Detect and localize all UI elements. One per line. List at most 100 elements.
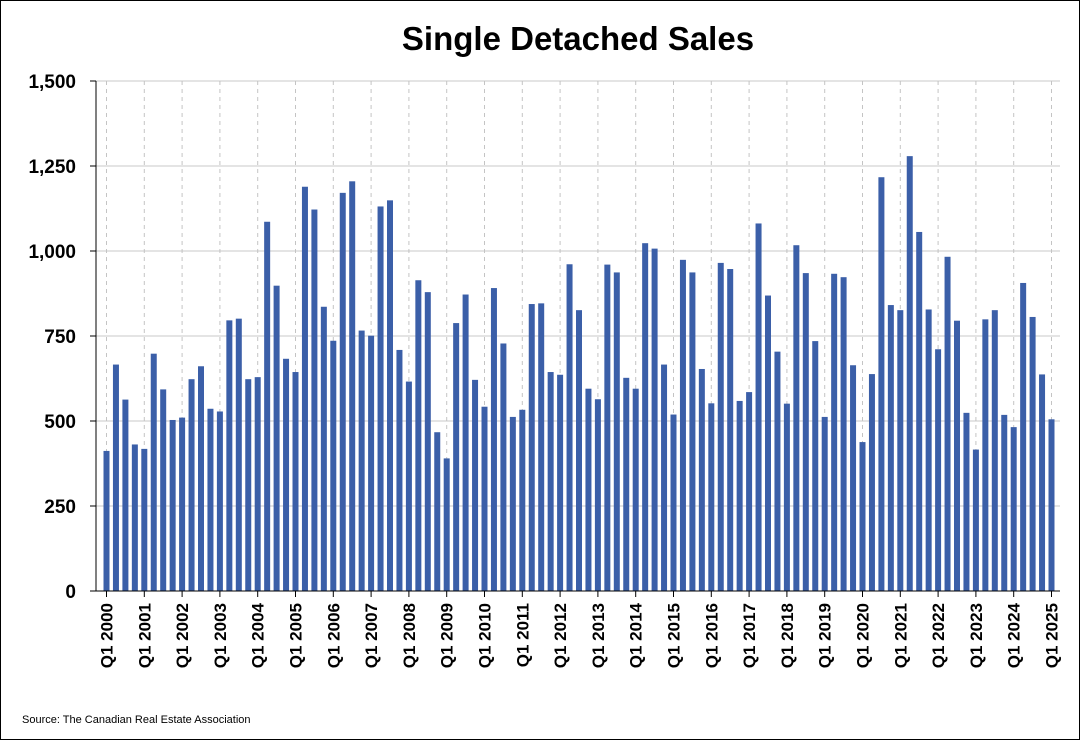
bar-60 bbox=[670, 414, 677, 591]
bar-28 bbox=[368, 335, 375, 591]
y-tick-label-4: 1,000 bbox=[28, 242, 76, 263]
bar-10 bbox=[198, 366, 204, 591]
x-tick-label-21: Q1 2021 bbox=[891, 603, 910, 668]
bar-0 bbox=[103, 450, 110, 591]
x-tick-label-19: Q1 2019 bbox=[816, 603, 835, 668]
x-tick-labels: Q1 2000 Q1 2001 Q1 2002 Q1 2003 Q1 2004 Q1 20… bbox=[98, 602, 1062, 668]
chart-title: Single Detached Sales bbox=[402, 20, 754, 57]
bar-77 bbox=[831, 273, 838, 591]
x-tick-label-14: Q1 2014 bbox=[627, 602, 646, 668]
bar-19 bbox=[283, 358, 290, 591]
bar-62 bbox=[689, 272, 696, 591]
bar-56 bbox=[632, 388, 639, 591]
bar-2 bbox=[122, 399, 129, 591]
x-tick-label-4: Q1 2004 bbox=[249, 602, 268, 668]
bar-51 bbox=[585, 388, 592, 591]
bar-8 bbox=[179, 417, 186, 591]
bar-84 bbox=[897, 310, 904, 591]
bar-52 bbox=[594, 399, 601, 591]
bar-67 bbox=[736, 400, 743, 591]
bar-16 bbox=[254, 377, 261, 591]
bar-99 bbox=[1039, 374, 1046, 591]
bar-45 bbox=[528, 304, 535, 591]
y-tick-label-1: 250 bbox=[44, 497, 76, 518]
bar-73 bbox=[793, 245, 800, 591]
bar-50 bbox=[576, 310, 582, 591]
bar-61 bbox=[679, 259, 686, 591]
x-tick-label-22: Q1 2022 bbox=[929, 603, 948, 668]
bar-91 bbox=[963, 412, 970, 591]
x-tick-label-16: Q1 2016 bbox=[702, 603, 721, 668]
x-tick-label-2: Q1 2002 bbox=[173, 603, 192, 668]
y-tick-label-2: 500 bbox=[44, 412, 76, 433]
bar-30 bbox=[387, 200, 393, 591]
bar-18 bbox=[273, 285, 280, 591]
bar-96 bbox=[1010, 427, 1017, 591]
x-tick-label-25: Q1 2025 bbox=[1043, 603, 1062, 668]
bar-series bbox=[103, 156, 1055, 592]
bar-11 bbox=[207, 408, 214, 591]
bar-85 bbox=[906, 156, 913, 591]
x-tick-label-15: Q1 2015 bbox=[665, 603, 684, 668]
x-tick-label-0: Q1 2000 bbox=[98, 603, 117, 668]
x-tick-label-24: Q1 2024 bbox=[1005, 602, 1024, 668]
bar-13 bbox=[226, 320, 233, 591]
bar-78 bbox=[840, 277, 847, 591]
y-tick-label-3: 750 bbox=[44, 327, 76, 348]
bar-98 bbox=[1029, 316, 1036, 591]
bar-23 bbox=[320, 306, 327, 591]
bar-66 bbox=[727, 269, 734, 591]
bar-86 bbox=[916, 231, 923, 591]
bar-87 bbox=[925, 309, 932, 591]
x-tick-label-1: Q1 2001 bbox=[135, 603, 154, 668]
x-tick-label-3: Q1 2003 bbox=[211, 603, 230, 668]
bar-15 bbox=[245, 379, 252, 591]
bar-35 bbox=[434, 432, 441, 591]
bar-42 bbox=[500, 343, 507, 591]
bar-48 bbox=[557, 374, 564, 591]
bar-25 bbox=[339, 192, 346, 592]
bar-74 bbox=[802, 273, 809, 591]
bar-44 bbox=[519, 409, 526, 591]
bar-33 bbox=[415, 280, 422, 591]
x-tick-label-10: Q1 2010 bbox=[476, 603, 495, 668]
bar-90 bbox=[954, 320, 960, 591]
bar-83 bbox=[887, 305, 894, 591]
bar-100 bbox=[1048, 419, 1055, 591]
bar-9 bbox=[188, 379, 195, 591]
bar-81 bbox=[868, 374, 875, 591]
bar-32 bbox=[405, 381, 412, 591]
bar-7 bbox=[169, 419, 176, 591]
bar-68 bbox=[746, 392, 753, 591]
x-tick-label-5: Q1 2005 bbox=[287, 603, 306, 668]
bar-92 bbox=[972, 449, 979, 591]
bar-82 bbox=[878, 177, 885, 591]
y-tick-labels: 0 250 500 750 1,000 1,250 1,500 bbox=[28, 72, 76, 603]
bar-59 bbox=[661, 364, 668, 591]
bar-40 bbox=[481, 406, 488, 591]
x-tick-label-17: Q1 2017 bbox=[740, 603, 759, 668]
y-tick-label-5: 1,250 bbox=[28, 157, 76, 178]
bar-37 bbox=[453, 323, 460, 591]
bar-54 bbox=[613, 272, 620, 591]
bar-79 bbox=[850, 365, 857, 591]
bar-4 bbox=[141, 448, 148, 591]
bar-58 bbox=[651, 248, 658, 591]
bar-93 bbox=[982, 319, 989, 591]
bar-88 bbox=[935, 349, 942, 591]
bar-69 bbox=[755, 223, 762, 591]
bar-21 bbox=[301, 186, 308, 592]
bar-97 bbox=[1020, 282, 1027, 591]
y-tick-label-6: 1,500 bbox=[28, 72, 76, 93]
bar-17 bbox=[264, 221, 271, 591]
bar-3 bbox=[131, 444, 138, 591]
bar-53 bbox=[604, 264, 611, 591]
bar-75 bbox=[812, 341, 819, 591]
bar-47 bbox=[547, 372, 554, 591]
x-tick-label-20: Q1 2020 bbox=[854, 603, 873, 668]
bar-55 bbox=[623, 377, 630, 591]
bar-36 bbox=[443, 458, 450, 591]
bar-72 bbox=[783, 403, 790, 591]
